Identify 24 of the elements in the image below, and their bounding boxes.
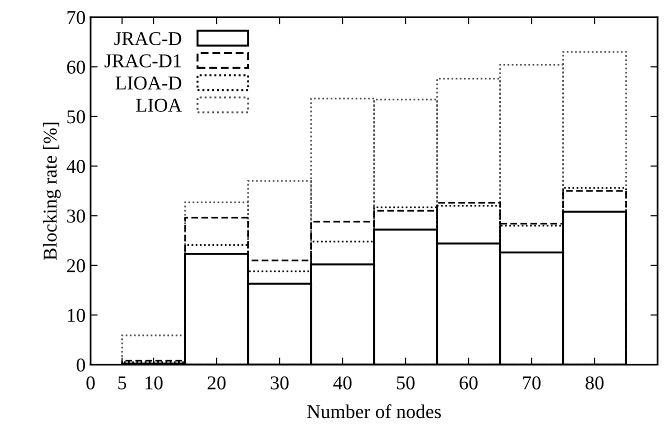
y-tick-label: 50 <box>67 110 85 124</box>
x-tick-label: 60 <box>460 376 478 390</box>
y-tick-label: 60 <box>67 60 85 74</box>
legend-label: LIOA <box>136 98 182 112</box>
x-tick-label: 40 <box>333 376 352 390</box>
x-tick-label: 50 <box>396 376 415 390</box>
x-tick-label: 0 <box>86 376 95 390</box>
legend-label: JRAC-D1 <box>104 54 181 68</box>
y-tick-label: 40 <box>66 160 85 174</box>
y-tick-label: 0 <box>76 358 85 372</box>
x-tick-label: 70 <box>523 376 541 390</box>
y-axis-title: Blocking rate [%] <box>43 122 61 260</box>
y-tick-label: 70 <box>68 10 85 24</box>
x-axis-title: Number of nodes <box>307 404 441 418</box>
legend-label: JRAC-D <box>114 32 182 46</box>
x-tick-label: 30 <box>270 376 289 390</box>
legend-label: LIOA-D <box>116 76 182 90</box>
x-tick-label: 20 <box>208 376 226 390</box>
x-tick-label: 5 <box>118 376 126 390</box>
x-tick-label: 10 <box>146 376 163 390</box>
x-tick-label: 80 <box>586 376 604 390</box>
y-tick-label: 30 <box>67 210 85 223</box>
y-tick-label: 20 <box>67 259 85 272</box>
y-tick-label: 10 <box>68 308 85 322</box>
